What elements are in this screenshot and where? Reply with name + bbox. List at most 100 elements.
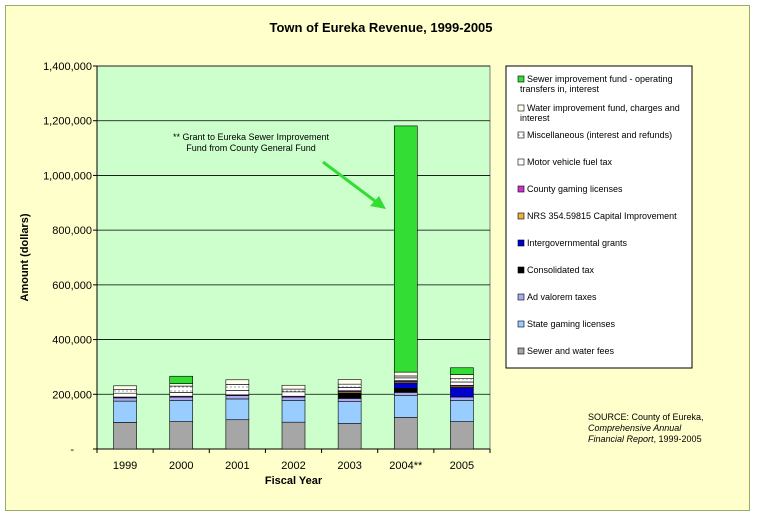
legend-label: State gaming licenses: [527, 319, 616, 329]
plot-area: - 200,000 400,000 600,000 800,000 1,000,000 1,…: [19, 61, 491, 487]
legend-swatch: [517, 347, 525, 355]
bar-segment: [113, 397, 137, 402]
y-tick-label: 600,000: [52, 280, 92, 292]
bar-segment: [225, 379, 250, 385]
source-line-2: Comprehensive Annual: [588, 423, 682, 433]
legend-swatch: [517, 158, 525, 166]
bar-segment: [450, 378, 474, 383]
annotation: ** Grant to Eureka Sewer ImprovementFund…: [173, 132, 386, 209]
revenue-chart: Town of Eureka Revenue, 1999-2005 - 200,0…: [19, 20, 704, 487]
bar-segment: [225, 390, 250, 396]
bar-segment: [337, 401, 362, 424]
annotation-arrow: [322, 160, 376, 203]
y-axis-title: Amount (dollars): [19, 213, 31, 301]
chart-frame: Town of Eureka Revenue, 1999-2005 - 200,0…: [5, 5, 750, 511]
x-tick-label: 2000: [169, 460, 193, 472]
bar-segment: [337, 379, 362, 385]
bar-segment: [113, 389, 137, 394]
bar-segment: [225, 384, 250, 391]
bar-segment: [169, 392, 194, 397]
legend-label: Water improvement fund, charges and inter…: [520, 103, 680, 123]
legend-swatch: [517, 266, 525, 274]
y-tick-label: 800,000: [52, 225, 92, 237]
bar-segment: [225, 398, 250, 421]
x-axis-title: Fiscal Year: [265, 475, 323, 487]
bar-segment: [393, 392, 418, 396]
bar-segment: [393, 371, 418, 377]
bar-segment: [450, 374, 474, 379]
bar-segment: [225, 419, 250, 450]
bar-segment: [337, 387, 362, 392]
legend-label: Consolidated tax: [527, 265, 595, 275]
x-tick-label: 2002: [281, 460, 305, 472]
x-tick-label: 2003: [337, 460, 361, 472]
annotation-text: Fund from County General Fund: [186, 143, 316, 153]
bar-segment: [450, 381, 474, 386]
bar-segment: [393, 125, 418, 373]
legend-label: Sewer improvement fund - operating transf…: [520, 74, 673, 94]
source-line-3: Financial Report, 1999-2005: [588, 434, 702, 444]
bar-segment: [450, 367, 474, 375]
bar-segment: [450, 400, 474, 422]
legend-label: Motor vehicle fuel tax: [527, 157, 613, 167]
bar-segment: [450, 396, 474, 401]
bar-segment: [281, 384, 306, 390]
bar-segment: [169, 385, 194, 393]
legend-label: NRS 354.59815 Capital Improvement: [527, 211, 677, 221]
annotation-arrowhead: [370, 196, 386, 209]
legend-swatch: [517, 185, 525, 193]
legend-swatch: [517, 293, 525, 301]
bar-segment: [337, 383, 362, 388]
y-tick-label: 1,400,000: [43, 61, 92, 73]
chart-title: Town of Eureka Revenue, 1999-2005: [269, 20, 492, 35]
source-line-1: SOURCE: County of Eureka,: [588, 412, 704, 422]
bar-segment: [113, 392, 137, 398]
bar-segment: [281, 396, 306, 401]
annotation-text: ** Grant to Eureka Sewer Improvement: [173, 132, 330, 142]
bar-segment: [393, 382, 418, 389]
bar-segment: [169, 421, 194, 450]
bar-segment: [281, 391, 306, 397]
y-tick-label: 400,000: [52, 335, 92, 347]
legend-swatch: [517, 104, 525, 112]
x-tick-label: 2005: [450, 460, 474, 472]
legend-swatch: [517, 239, 525, 247]
bar-segment: [337, 398, 362, 402]
y-tick-label: 200,000: [52, 389, 92, 401]
bar-segment: [169, 383, 194, 387]
source-note: SOURCE: County of Eureka,Comprehensive A…: [588, 412, 704, 444]
bar-segment: [450, 421, 474, 450]
legend-swatch: [517, 75, 525, 83]
legend-label: Ad valorem taxes: [527, 292, 597, 302]
bar-segment: [113, 422, 137, 450]
legend-swatch: [517, 212, 525, 220]
legend: Sewer improvement fund - operating transf…: [505, 65, 693, 369]
bar-segment: [393, 395, 418, 418]
bar-segment: [393, 387, 418, 393]
legend-label: Intergovernmental grants: [527, 238, 628, 248]
bar-segment: [450, 387, 474, 398]
bar-segment: [337, 392, 362, 399]
x-tick-label: 2001: [225, 460, 249, 472]
legend-label: Sewer and water fees: [527, 346, 615, 356]
bar-segment: [337, 423, 362, 450]
bar-segment: [393, 377, 418, 381]
bar-segment: [225, 395, 250, 400]
legend-label: Miscellaneous (interest and refunds): [527, 130, 672, 140]
bar-segment: [113, 385, 137, 390]
bar-segment: [113, 400, 137, 423]
legend-label: County gaming licenses: [527, 184, 623, 194]
x-tick-label: 2004**: [389, 460, 423, 472]
bar-segment: [169, 396, 194, 401]
bar-segment: [281, 400, 306, 423]
x-tick-label: 1999: [113, 460, 137, 472]
legend-swatch: [517, 320, 525, 328]
bar-segment: [281, 421, 306, 450]
y-tick-label: 1,200,000: [43, 116, 92, 128]
bar-segment: [281, 388, 306, 393]
bar-segment: [169, 375, 194, 384]
bar-segment: [169, 400, 194, 422]
legend-box: [505, 65, 693, 369]
bar-segment: [393, 417, 418, 450]
legend-swatch: [517, 131, 525, 139]
